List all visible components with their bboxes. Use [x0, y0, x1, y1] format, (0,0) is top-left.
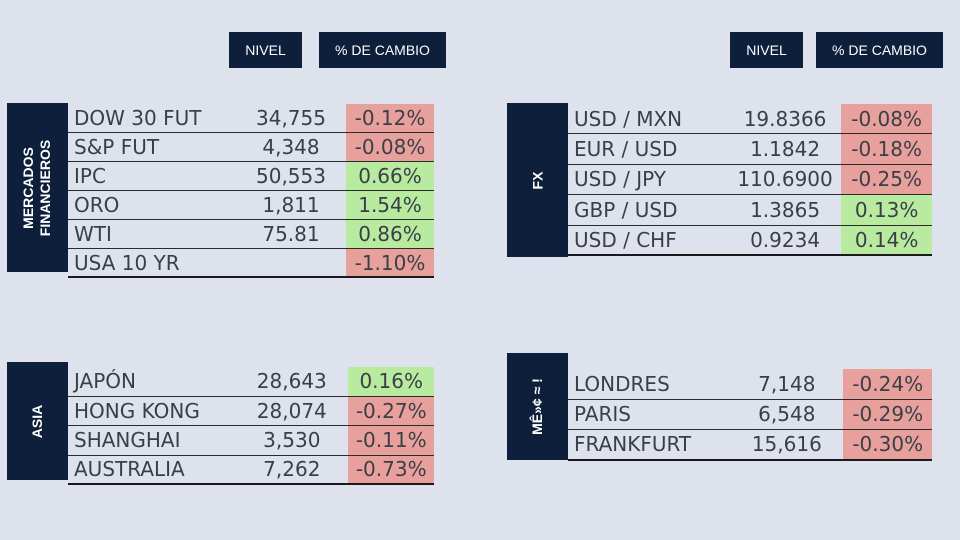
right-cambio-header: % DE CAMBIO: [816, 32, 943, 68]
asia-table: JAPÓN 28,643 0.16% HONG KONG 28,074 -0.27% SHA…: [68, 367, 434, 485]
table-row: USD / JPY 110.6900 -0.25%: [568, 164, 932, 196]
change-value: -0.27%: [348, 396, 434, 425]
table-row: FRANKFURT 15,616 -0.30%: [568, 430, 932, 461]
change-value: -0.29%: [843, 399, 932, 429]
level-value: 15,616: [751, 432, 822, 457]
change-value: 0.16%: [348, 367, 434, 396]
change-value: 1.54%: [346, 191, 434, 219]
level-value: 7,262: [263, 457, 321, 482]
change-value: -0.11%: [348, 426, 434, 455]
level-value: 50,553: [256, 164, 326, 188]
change-value: 0.14%: [841, 225, 932, 254]
table-row: JAPÓN 28,643 0.16%: [68, 367, 434, 397]
instrument-name: ORO: [74, 193, 120, 217]
asia-label: ASIA: [7, 362, 68, 480]
level-value: 75.81: [262, 222, 320, 246]
instrument-name: EUR / USD: [574, 137, 678, 162]
instrument-name: PARIS: [574, 402, 631, 427]
instrument-name: USD / JPY: [574, 167, 666, 192]
instrument-name: HONG KONG: [74, 398, 200, 423]
change-value: -0.30%: [843, 430, 932, 459]
instrument-name: USA 10 YR: [74, 250, 180, 275]
level-value: 7,148: [758, 371, 816, 396]
level-value: 1,811: [262, 193, 320, 217]
instrument-name: FRANKFURT: [574, 432, 692, 457]
mercados-title-line1: MERCADOS: [20, 146, 37, 229]
fx-table: USD / MXN 19.8366 -0.08% EUR / USD 1.1842 -0.…: [568, 104, 932, 256]
change-value: -0.25%: [841, 164, 932, 195]
instrument-name: DOW 30 FUT: [74, 106, 202, 130]
table-row: HONG KONG 28,074 -0.27%: [68, 396, 434, 426]
instrument-name: JAPÓN: [74, 369, 136, 394]
table-row: DOW 30 FUT 34,755 -0.12%: [68, 104, 434, 133]
mercados-table: DOW 30 FUT 34,755 -0.12% S&P FUT 4,348 -0.08%…: [68, 104, 434, 278]
change-value: 0.86%: [346, 220, 434, 248]
level-value: 0.9234: [750, 227, 821, 252]
table-row: USD / CHF 0.9234 0.14%: [568, 225, 932, 256]
instrument-name: AUSTRALIA: [74, 457, 185, 482]
level-value: 19.8366: [743, 106, 827, 131]
right-nivel-header: NIVEL: [730, 32, 803, 68]
table-row: USA 10 YR -1.10%: [68, 249, 434, 278]
level-value: 4,348: [262, 135, 320, 159]
table-row: GBP / USD 1.3865 0.13%: [568, 195, 932, 226]
europa-table: LONDRES 7,148 -0.24% PARIS 6,548 -0.29% FRANKF…: [568, 369, 932, 461]
table-row: LONDRES 7,148 -0.24%: [568, 369, 932, 400]
change-value: -0.73%: [348, 455, 434, 483]
level-value: 28,643: [256, 369, 327, 394]
table-row: USD / MXN 19.8366 -0.08%: [568, 104, 932, 135]
mercados-financieros-label: MERCADOS FINANCIEROS: [7, 103, 68, 272]
change-value: -0.08%: [346, 133, 434, 161]
change-value: -1.10%: [346, 249, 434, 276]
level-value: 110.6900: [737, 167, 833, 192]
table-row: PARIS 6,548 -0.29%: [568, 399, 932, 430]
table-row: ORO 1,811 1.54%: [68, 191, 434, 220]
table-row: IPC 50,553 0.66%: [68, 162, 434, 191]
fx-label: FX: [507, 103, 568, 257]
instrument-name: S&P FUT: [74, 135, 160, 159]
level-value: 34,755: [256, 106, 326, 130]
instrument-name: USD / MXN: [574, 106, 683, 131]
fx-title: FX: [528, 171, 545, 189]
mercados-title-line2: FINANCIEROS: [37, 139, 54, 236]
instrument-name: WTI: [74, 222, 112, 246]
table-row: AUSTRALIA 7,262 -0.73%: [68, 455, 434, 485]
table-row: SHANGHAI 3,530 -0.11%: [68, 426, 434, 456]
change-value: -0.12%: [346, 104, 434, 132]
change-value: -0.18%: [841, 134, 932, 164]
instrument-name: SHANGHAI: [74, 428, 181, 453]
table-row: WTI 75.81 0.86%: [68, 220, 434, 249]
level-value: 3,530: [263, 428, 321, 453]
instrument-name: IPC: [74, 164, 106, 188]
level-value: 28,074: [256, 398, 327, 423]
level-value: 1.3865: [750, 197, 821, 222]
left-nivel-header: NIVEL: [229, 32, 302, 68]
table-row: S&P FUT 4,348 -0.08%: [68, 133, 434, 162]
change-value: 0.13%: [841, 195, 932, 225]
change-value: 0.66%: [346, 162, 434, 190]
europa-label: MÊ»¢ ≈ !: [507, 353, 568, 460]
europa-title: MÊ»¢ ≈ !: [528, 378, 545, 435]
instrument-name: LONDRES: [574, 371, 670, 396]
level-value: 6,548: [758, 402, 816, 427]
change-value: -0.08%: [841, 104, 932, 134]
asia-title: ASIA: [28, 404, 45, 438]
change-value: -0.24%: [843, 369, 932, 399]
instrument-name: USD / CHF: [574, 227, 677, 252]
left-cambio-header: % DE CAMBIO: [319, 32, 446, 68]
instrument-name: GBP / USD: [574, 197, 678, 222]
level-value: 1.1842: [750, 137, 821, 162]
table-row: EUR / USD 1.1842 -0.18%: [568, 134, 932, 165]
